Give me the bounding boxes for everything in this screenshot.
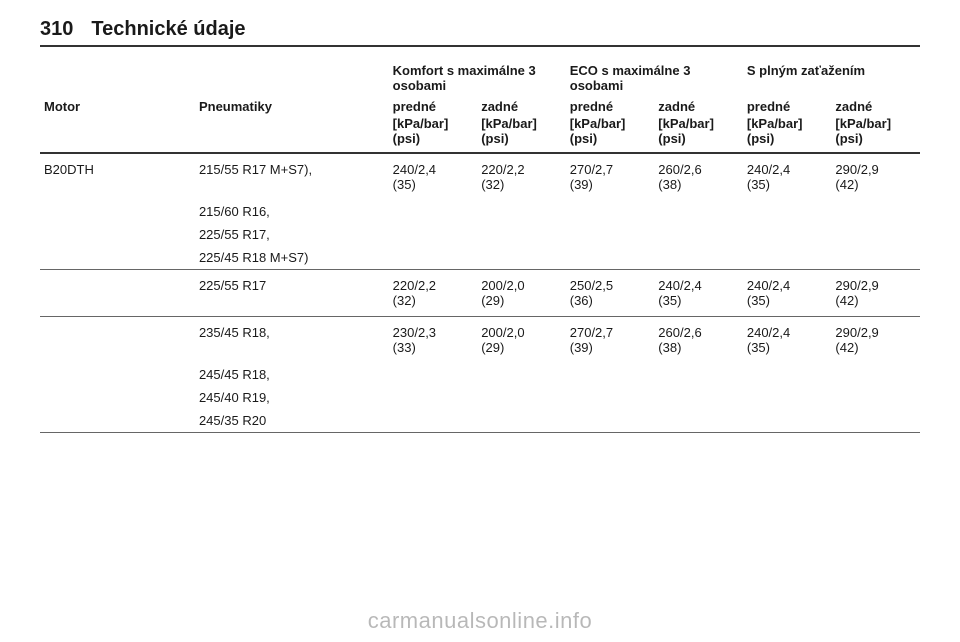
tyre-cell: 245/45 R18, [195, 363, 389, 386]
tyre-cell: 245/40 R19, [195, 386, 389, 409]
value-cell: 270/2,7(39) [566, 153, 655, 200]
value-cell: 290/2,9(42) [831, 270, 920, 317]
value-cell: 290/2,9(42) [831, 153, 920, 200]
table-row: B20DTH 215/55 R17 M+S7), 240/2,4(35) 220… [40, 153, 920, 200]
table-sub-header: Motor Pneumatiky predné zadné predné zad… [40, 95, 920, 116]
col-front: predné [389, 95, 478, 116]
tyre-cell: 225/55 R17, [195, 223, 389, 246]
tyre-cell: 215/55 R17 M+S7), [195, 153, 389, 200]
value-cell: 260/2,6(38) [654, 153, 743, 200]
value-cell: 250/2,5(36) [566, 270, 655, 317]
tyre-cell: 225/55 R17 [195, 270, 389, 317]
table-unit-row: [kPa/bar](psi) [kPa/bar](psi) [kPa/bar](… [40, 116, 920, 153]
col-engine: Motor [40, 95, 195, 116]
tyre-cell: 215/60 R16, [195, 200, 389, 223]
value-cell: 200/2,0(29) [477, 270, 566, 317]
value-cell: 220/2,2(32) [477, 153, 566, 200]
table-row: 225/55 R17 220/2,2(32) 200/2,0(29) 250/2… [40, 270, 920, 317]
unit-cell: [kPa/bar](psi) [477, 116, 566, 153]
value-cell: 290/2,9(42) [831, 317, 920, 364]
value-cell: 240/2,4(35) [743, 270, 832, 317]
tyre-cell: 245/35 R20 [195, 409, 389, 433]
unit-cell: [kPa/bar](psi) [654, 116, 743, 153]
unit-cell: [kPa/bar](psi) [566, 116, 655, 153]
table-row: 245/40 R19, [40, 386, 920, 409]
value-cell: 260/2,6(38) [654, 317, 743, 364]
col-front: predné [566, 95, 655, 116]
unit-cell: [kPa/bar](psi) [389, 116, 478, 153]
unit-cell: [kPa/bar](psi) [743, 116, 832, 153]
col-group-eco: ECO s maximálne 3 osobami [566, 57, 743, 95]
value-cell: 220/2,2(32) [389, 270, 478, 317]
table-row: 215/60 R16, [40, 200, 920, 223]
page-title: Technické údaje [91, 18, 245, 41]
unit-cell: [kPa/bar](psi) [831, 116, 920, 153]
col-rear: zadné [831, 95, 920, 116]
col-rear: zadné [477, 95, 566, 116]
col-group-comfort: Komfort s maximálne 3 osobami [389, 57, 566, 95]
value-cell: 200/2,0(29) [477, 317, 566, 364]
value-cell: 240/2,4(35) [743, 317, 832, 364]
table-row: 225/45 R18 M+S7) [40, 246, 920, 270]
page-header: 310 Technické údaje [40, 18, 920, 47]
col-tyres: Pneumatiky [195, 95, 389, 116]
col-front: predné [743, 95, 832, 116]
table-row: 245/45 R18, [40, 363, 920, 386]
page-number: 310 [40, 18, 73, 41]
table-row: 245/35 R20 [40, 409, 920, 433]
page-container: 310 Technické údaje Komfort s maximálne … [0, 0, 960, 433]
table-row: 235/45 R18, 230/2,3(33) 200/2,0(29) 270/… [40, 317, 920, 364]
table-group-header: Komfort s maximálne 3 osobami ECO s maxi… [40, 57, 920, 95]
tyre-cell: 225/45 R18 M+S7) [195, 246, 389, 270]
tyre-pressure-table: Komfort s maximálne 3 osobami ECO s maxi… [40, 57, 920, 433]
engine-cell: B20DTH [40, 153, 195, 200]
table-row: 225/55 R17, [40, 223, 920, 246]
watermark-text: carmanualsonline.info [0, 608, 960, 634]
value-cell: 240/2,4(35) [743, 153, 832, 200]
value-cell: 270/2,7(39) [566, 317, 655, 364]
col-rear: zadné [654, 95, 743, 116]
value-cell: 240/2,4(35) [389, 153, 478, 200]
value-cell: 230/2,3(33) [389, 317, 478, 364]
col-group-full: S plným zaťažením [743, 57, 920, 95]
tyre-cell: 235/45 R18, [195, 317, 389, 364]
value-cell: 240/2,4(35) [654, 270, 743, 317]
